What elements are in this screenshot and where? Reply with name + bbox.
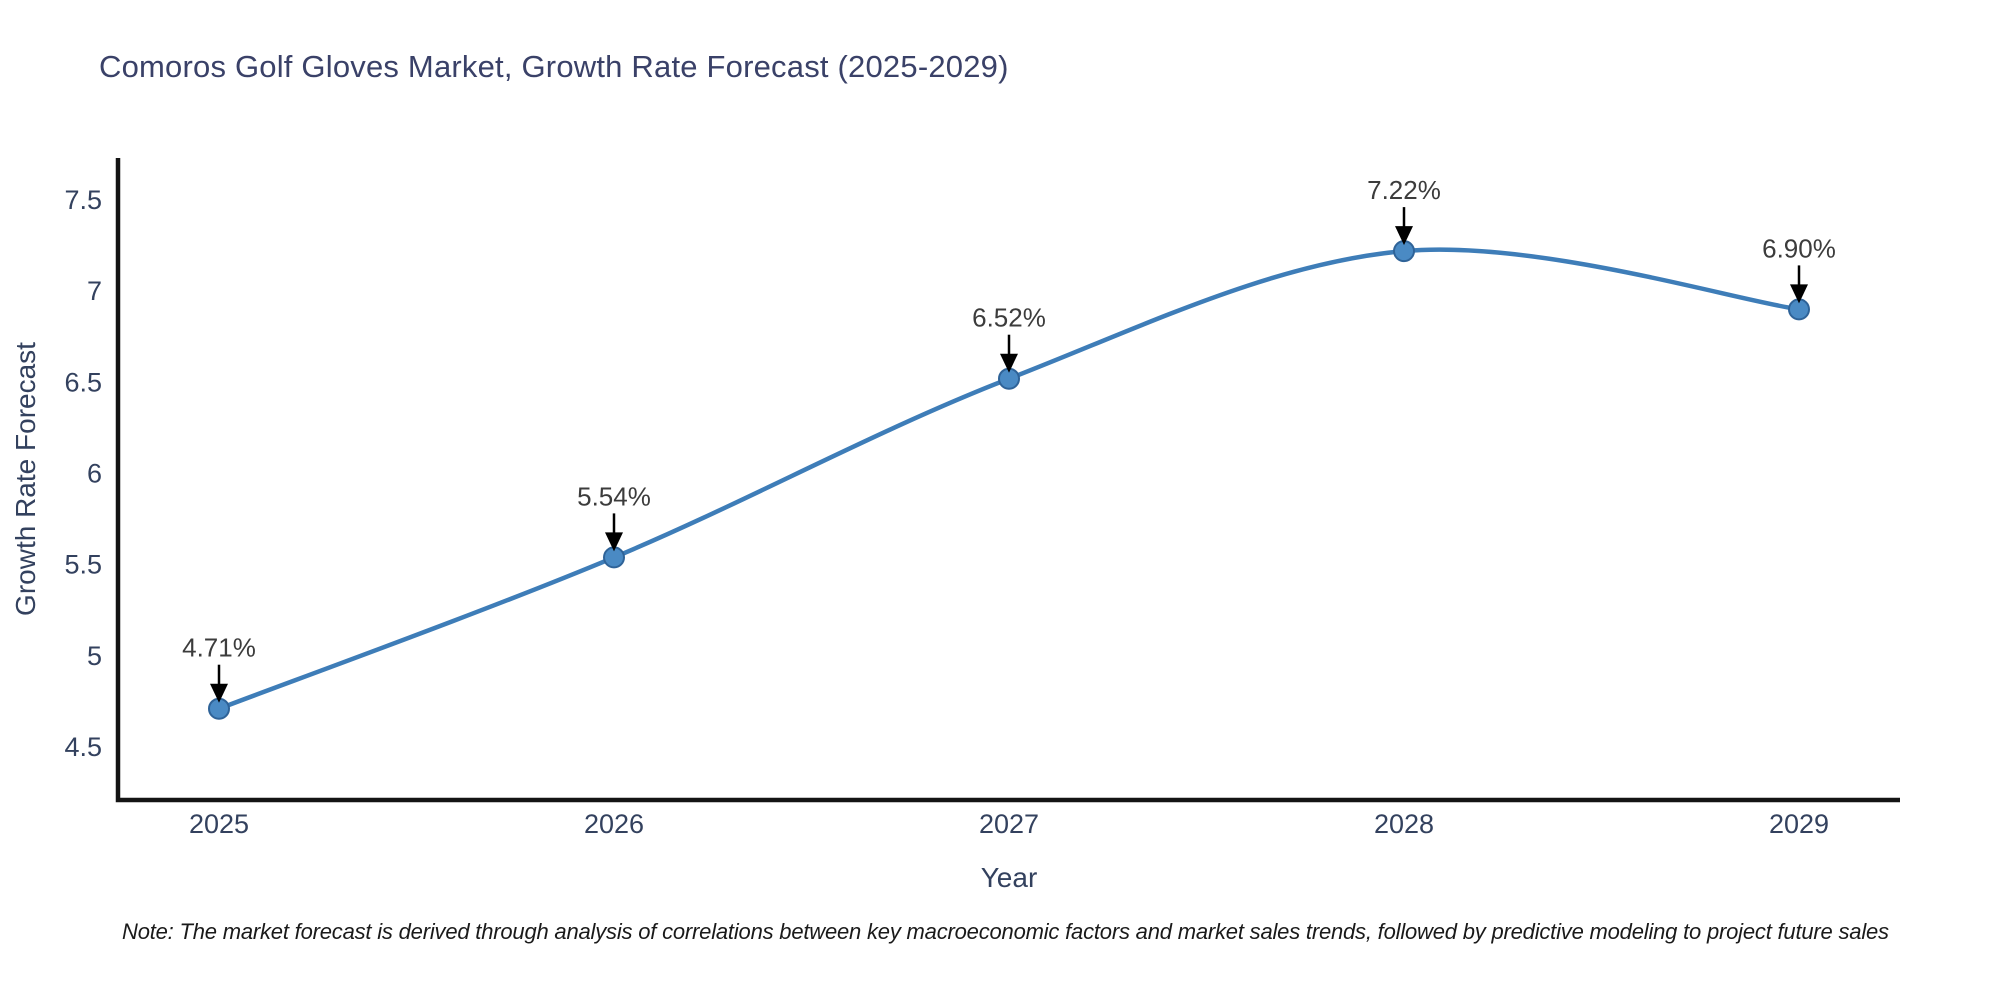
y-tick-label: 6 xyxy=(87,459,102,489)
annotation-arrow-head xyxy=(1000,353,1018,373)
annotation-arrow-head xyxy=(1395,226,1413,246)
y-tick-label: 6.5 xyxy=(64,367,102,397)
x-tick-label: 2028 xyxy=(1374,809,1434,839)
x-tick-label: 2026 xyxy=(584,809,644,839)
y-tick-label: 4.5 xyxy=(64,732,102,762)
y-tick-label: 5.5 xyxy=(64,550,102,580)
x-axis-title: Year xyxy=(980,862,1038,893)
point-value-label: 5.54% xyxy=(577,481,651,511)
point-value-label: 6.52% xyxy=(972,303,1046,333)
axis-spines xyxy=(115,158,1900,803)
x-tick-label: 2025 xyxy=(189,809,249,839)
annotation-arrow-head xyxy=(210,683,228,703)
x-tick-labels: 2025 2026 2027 2028 2029 xyxy=(189,809,1829,839)
y-tick-label: 7.5 xyxy=(64,185,102,215)
x-tick-label: 2029 xyxy=(1769,809,1829,839)
x-tick-label: 2027 xyxy=(979,809,1039,839)
point-value-label: 6.90% xyxy=(1762,233,1836,263)
axes xyxy=(115,158,1900,803)
annotation-arrow-head xyxy=(605,532,623,552)
annotation-arrow-head xyxy=(1790,284,1808,304)
footnote: Note: The market forecast is derived thr… xyxy=(122,919,1889,944)
point-value-label: 4.71% xyxy=(182,633,256,663)
y-axis-title: Growth Rate Forecast xyxy=(10,342,41,616)
point-value-label: 7.22% xyxy=(1367,175,1441,205)
point-annotations: 4.71% 5.54% 6.52% 7.22% 6.90% xyxy=(182,175,1836,703)
y-tick-labels: 7.5 7 6.5 6 5.5 5 4.5 xyxy=(64,185,102,762)
y-tick-label: 5 xyxy=(87,641,102,671)
y-tick-label: 7 xyxy=(87,276,102,306)
chart-title: Comoros Golf Gloves Market, Growth Rate … xyxy=(99,49,1009,84)
